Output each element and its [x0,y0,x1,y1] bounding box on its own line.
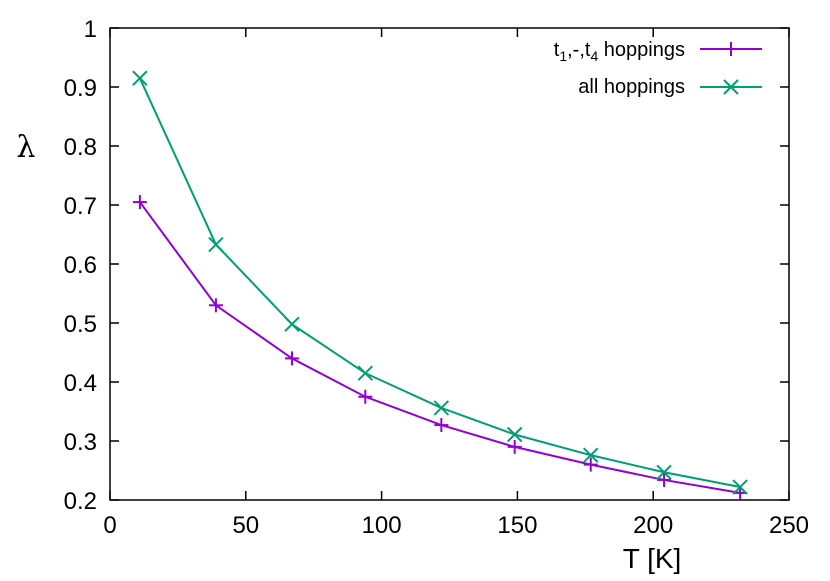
legend-label-series-2: all hoppings [578,76,685,98]
series-2 [132,70,748,495]
x-tick-label: 200 [633,512,673,539]
series-1 [132,195,748,500]
y-tick-label: 0.5 [64,311,97,338]
y-axis-title: λ [16,130,35,165]
axis-ticks: 0 50 100 150 200 250 0.2 0.3 0.4 0.5 0.6 0.7 0.8 0.9 1 [64,16,809,539]
y-tick-label: 0.7 [64,193,97,220]
x-axis-title: T [K] [623,543,682,574]
data-point [132,195,147,210]
legend-marker [724,42,738,56]
data-point [583,457,598,472]
plot-frame [109,27,790,501]
data-point [357,365,374,381]
y-tick-label: 0.3 [64,429,97,456]
legend-entry-series-2: all hoppings [578,76,762,98]
data-point [506,426,523,443]
x-tick-label: 100 [362,512,402,539]
data-point [284,316,300,332]
legend-swatch-series-1 [700,42,762,56]
data-point [208,236,224,253]
data-point [433,400,450,416]
data-point [583,447,599,463]
data-point [656,464,672,480]
data-point [284,351,299,366]
legend-swatch-series-2 [700,79,762,95]
legend-entry-series-1: t1,-,t4 hoppings [554,39,762,64]
data-point [657,472,672,487]
data-point [132,70,148,86]
data-point [434,418,449,433]
y-tick-label: 1 [84,16,97,43]
x-tick-label: 150 [497,512,537,539]
y-tick-label: 0.8 [64,134,97,161]
x-tick-label: 0 [103,512,116,539]
data-point [507,439,522,454]
legend-label-series-1: t1,-,t4 hoppings [554,39,685,64]
legend: t1,-,t4 hoppings all hoppings [554,39,762,98]
y-tick-label: 0.4 [64,370,97,397]
x-tick-label: 50 [232,512,259,539]
data-point [208,298,223,313]
y-tick-label: 0.6 [64,252,97,279]
series-layer [132,70,748,500]
data-point [732,479,748,495]
series-line [139,201,741,494]
x-tick-label: 250 [769,512,809,539]
y-tick-label: 0.2 [64,488,97,515]
y-tick-label: 0.9 [64,75,97,102]
data-point [358,389,373,404]
legend-marker [723,79,739,95]
